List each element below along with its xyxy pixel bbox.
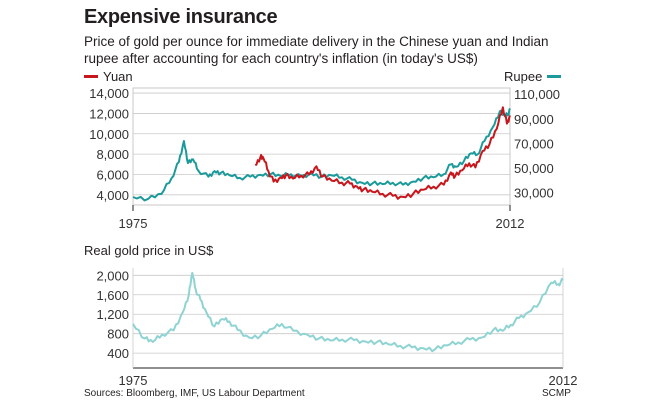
legend-rupee: Rupee [504,69,562,84]
top-left-tick-label: 6,000 [96,167,129,182]
top-right-tick-label: 90,000 [514,112,554,127]
bottom-x-tick-label: 1975 [119,373,148,388]
real-price-label: Real gold price in US$ [84,243,214,258]
bottom-x-tick-label: 2012 [549,373,578,388]
bottom-y-tick-label: 1,600 [96,288,129,303]
top-left-tick-label: 10,000 [89,127,129,142]
top-x-tick-label: 1975 [119,216,148,231]
legend-yuan: Yuan [84,69,133,84]
top-left-tick-label: 14,000 [89,86,129,101]
yuan-series-line [254,106,511,200]
bottom-y-tick-label: 2,000 [96,268,129,283]
legend-yuan-label: Yuan [103,69,133,84]
bottom-y-tick-label: 800 [107,327,129,342]
chart-subtitle: Price of gold per ounce for immediate de… [84,34,549,66]
chart-title: Expensive insurance [84,6,278,28]
bottom-y-tick-label: 400 [107,346,129,361]
top-x-tick-label: 2012 [496,216,525,231]
top-right-tick-label: 70,000 [514,136,554,151]
source-note: Sources: Bloomberg, IMF, US Labour Depar… [84,388,305,399]
top-right-tick-label: 30,000 [514,186,554,201]
top-left-tick-label: 8,000 [96,147,129,162]
top-right-tick-label: 110,000 [514,87,560,102]
real-price-series-line [132,271,564,353]
rupee-series-line [132,108,511,202]
top-left-tick-label: 12,000 [89,106,129,121]
credit-note: SCMP [542,388,571,399]
legend-rupee-label: Rupee [504,69,543,84]
top-right-tick-label: 50,000 [514,161,554,176]
legend-yuan-swatch [84,75,98,78]
legend-rupee-swatch [547,75,562,78]
bottom-y-tick-label: 1,200 [96,307,129,322]
top-left-tick-label: 4,000 [96,188,129,203]
top-chart-frame [132,87,511,206]
